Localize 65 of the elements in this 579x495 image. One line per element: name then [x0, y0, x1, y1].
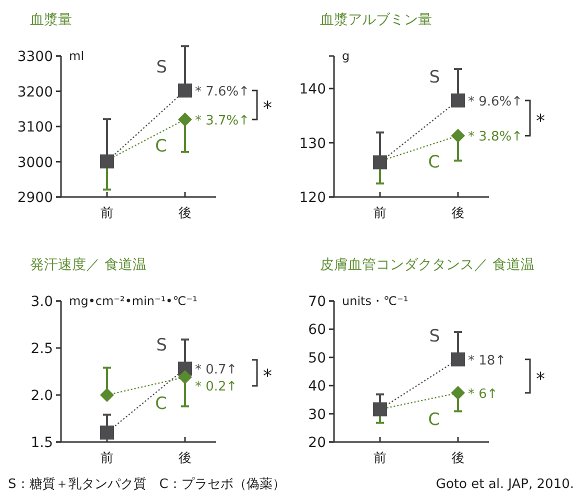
y-tick-label: 40	[308, 378, 326, 395]
x-tick-label: 前	[100, 206, 114, 221]
x-tick-label: 後	[178, 451, 192, 466]
annotation: * 3.7%↑	[195, 113, 250, 128]
y-tick-label: 130	[299, 136, 326, 152]
y-tick-label: 3.0	[30, 294, 53, 310]
y-tick-label: 3200	[17, 84, 53, 100]
y-tick-label: 3000	[17, 154, 53, 171]
y-tick-label: 2900	[17, 190, 53, 206]
y-tick-label: 140	[299, 82, 326, 98]
series-label: C	[155, 394, 167, 414]
y-tick-label: 30	[308, 406, 326, 423]
y-tick-label: 70	[308, 294, 326, 310]
text: S：糖質＋乳タンパク質 C：プラセボ（偽薬）	[8, 477, 286, 492]
series-label: S	[429, 67, 440, 88]
text: *	[536, 111, 545, 132]
annotation: * 18↑	[468, 353, 506, 368]
text: *	[263, 98, 272, 119]
x-tick-label: 後	[452, 206, 464, 221]
series-label: C	[155, 136, 167, 156]
annotation: * 7.6%↑	[195, 84, 250, 100]
series-label: S	[156, 58, 167, 78]
point	[178, 84, 192, 98]
annotation: * 0.2↑	[195, 380, 238, 395]
x-tick-label: 後	[178, 206, 192, 221]
point	[178, 112, 192, 126]
text: Goto et al. JAP, 2010.	[436, 477, 574, 492]
annotation: * 3.8%↑	[468, 130, 523, 145]
y-axis-title: ml	[69, 49, 84, 63]
x-tick-label: 前	[374, 206, 386, 221]
y-tick-label: 20	[308, 435, 326, 451]
y-axis-title: g	[342, 49, 350, 63]
chart-title: 血漿アルブミン量	[320, 12, 432, 28]
point	[451, 352, 465, 366]
point	[451, 93, 465, 108]
text: *	[263, 366, 272, 387]
y-tick-label: 2.0	[30, 388, 53, 404]
x-tick-label: 前	[100, 451, 114, 466]
point	[100, 388, 114, 402]
y-tick-label: 1.5	[30, 435, 53, 451]
y-tick-label: 2.5	[30, 341, 53, 357]
annotation: * 9.6%↑	[468, 94, 523, 110]
point	[178, 370, 192, 384]
series-label: S	[429, 326, 440, 346]
x-tick-label: 前	[374, 451, 386, 466]
point	[451, 386, 465, 400]
point	[100, 426, 114, 440]
y-axis-title: mg•cm⁻²•min⁻¹•℃⁻¹	[69, 294, 198, 308]
y-tick-label: 50	[308, 350, 326, 366]
y-axis-title: units・℃⁻¹	[342, 294, 408, 308]
annotation: * 6↑	[468, 386, 498, 402]
y-tick-label: 3100	[17, 120, 53, 136]
point	[451, 128, 465, 143]
series-label: C	[428, 152, 440, 173]
series-label: S	[156, 336, 167, 356]
y-tick-label: 3300	[17, 49, 53, 65]
annotation: * 0.7↑	[195, 362, 238, 378]
chart-title: 血漿量	[30, 12, 72, 28]
text: *	[536, 369, 545, 390]
y-tick-label: 60	[308, 322, 326, 338]
y-tick-label: 120	[299, 190, 326, 206]
x-tick-label: 後	[452, 451, 464, 466]
chart-title: 皮膚血管コンダクタンス／ 食道温	[320, 257, 534, 273]
chart-title: 発汗速度／ 食道温	[30, 257, 146, 273]
series-label: C	[428, 410, 440, 430]
